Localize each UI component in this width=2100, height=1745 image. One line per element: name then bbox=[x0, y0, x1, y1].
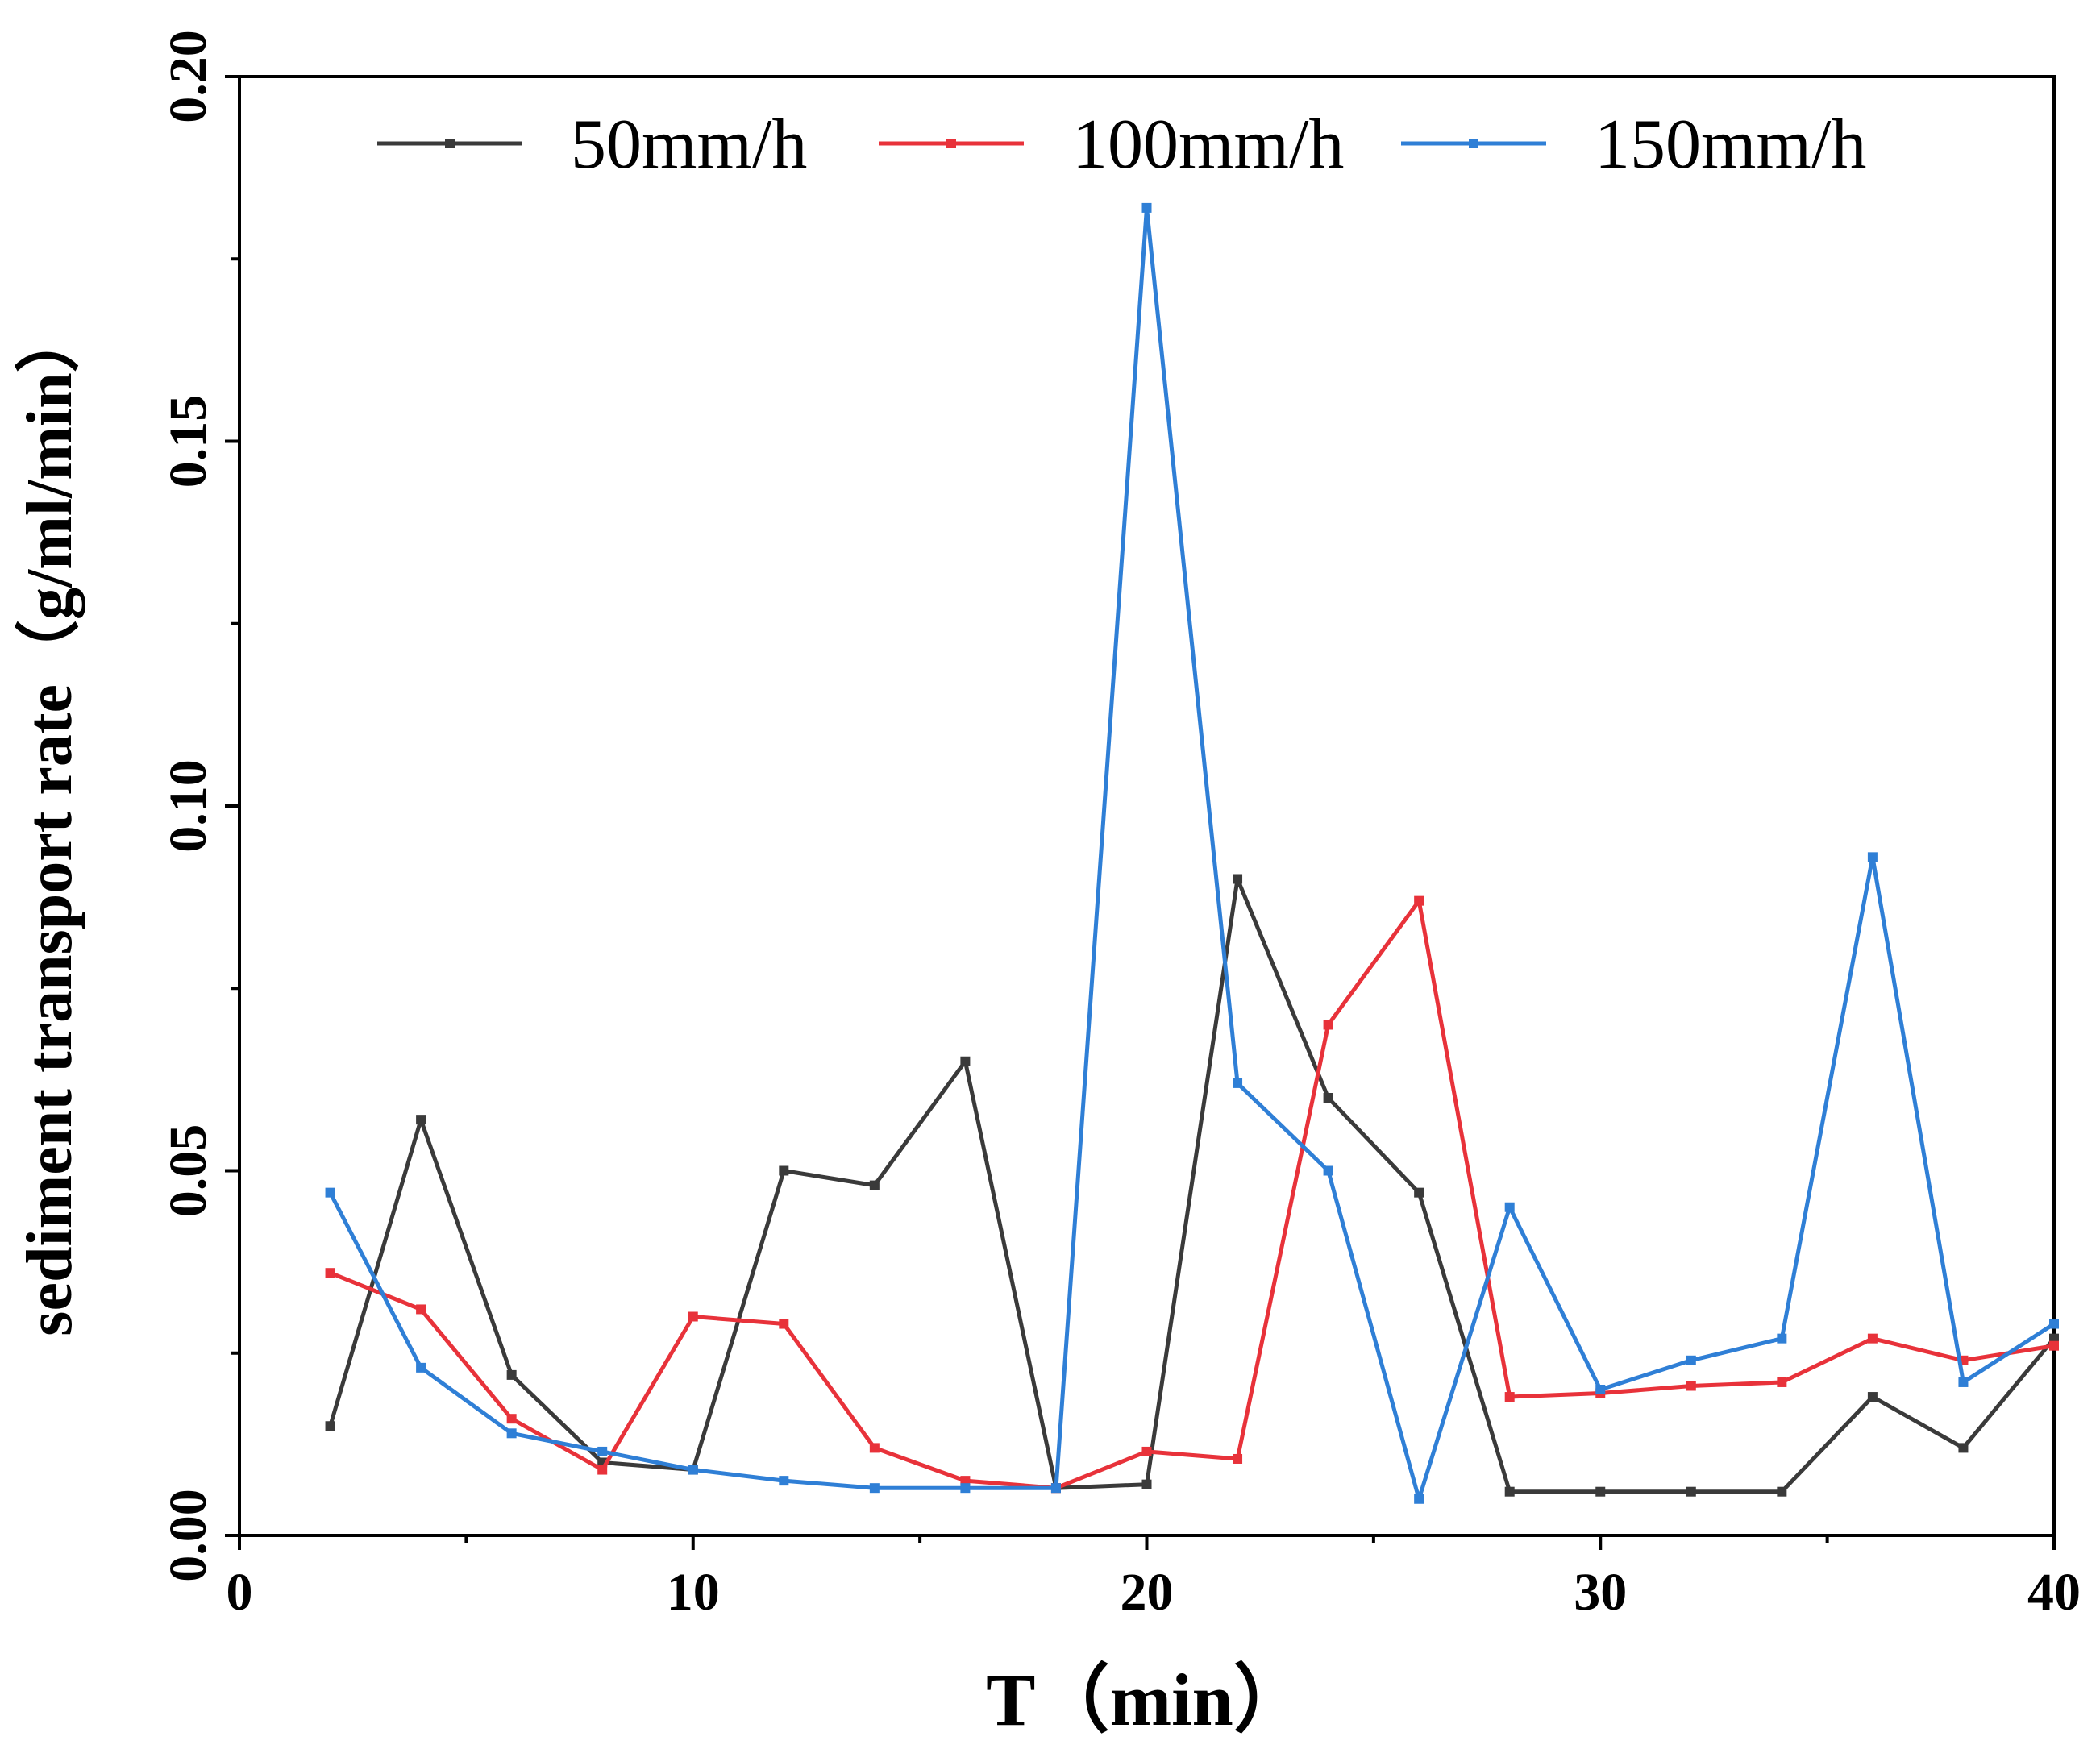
data-point bbox=[1141, 1479, 1152, 1489]
legend-label-2: 150mm/h bbox=[1595, 106, 1866, 184]
data-point bbox=[869, 1483, 880, 1494]
data-point bbox=[325, 1421, 335, 1431]
data-point bbox=[1777, 1377, 1787, 1387]
x-axis-title: T（min） bbox=[986, 1659, 1308, 1741]
x-tick-label: 40 bbox=[2027, 1563, 2081, 1622]
data-point bbox=[1141, 1446, 1152, 1456]
x-tick-label: 20 bbox=[1121, 1563, 1174, 1622]
data-point bbox=[1233, 1078, 1243, 1088]
data-point bbox=[1323, 1165, 1333, 1176]
data-point bbox=[1414, 1494, 1424, 1504]
legend: 50mm/h 100mm/h 150mm/h bbox=[377, 106, 1866, 184]
data-point bbox=[2049, 1333, 2059, 1344]
data-point bbox=[1777, 1486, 1787, 1497]
data-point bbox=[960, 1476, 971, 1486]
x-tick-label: 0 bbox=[227, 1563, 253, 1622]
y-tick-label: 0.00 bbox=[159, 1489, 218, 1582]
data-point bbox=[325, 1187, 335, 1198]
data-point bbox=[2049, 1340, 2059, 1351]
data-point bbox=[960, 1056, 971, 1066]
y-axis-title: sediment transport rate（g/ml/min） bbox=[15, 308, 85, 1336]
data-point bbox=[506, 1369, 517, 1380]
legend-label-0: 50mm/h bbox=[571, 106, 807, 184]
data-point bbox=[1686, 1381, 1696, 1391]
data-point bbox=[1504, 1392, 1515, 1402]
data-point bbox=[1686, 1486, 1696, 1497]
axis-titles: T（min） sediment transport rate（g/ml/min） bbox=[15, 308, 1308, 1741]
legend-label-1: 100mm/h bbox=[1072, 106, 1344, 184]
data-point bbox=[597, 1446, 608, 1456]
legend-marker-2 bbox=[1469, 139, 1478, 148]
data-point bbox=[1595, 1486, 1606, 1497]
data-point bbox=[1504, 1202, 1515, 1212]
data-point bbox=[1958, 1377, 1969, 1387]
data-point bbox=[779, 1319, 789, 1329]
data-point bbox=[597, 1465, 608, 1475]
y-tick-label: 0.20 bbox=[159, 30, 218, 123]
data-point bbox=[688, 1311, 698, 1322]
data-point bbox=[1414, 1187, 1424, 1198]
data-point bbox=[2049, 1319, 2059, 1329]
data-point bbox=[1867, 852, 1878, 862]
data-point bbox=[688, 1465, 698, 1475]
legend-marker-1 bbox=[946, 139, 956, 148]
data-point bbox=[1323, 1020, 1333, 1030]
data-point bbox=[1050, 1483, 1061, 1494]
series-line-1 bbox=[328, 899, 2056, 1490]
data-point bbox=[1867, 1392, 1878, 1402]
data-point bbox=[779, 1165, 789, 1176]
data-point bbox=[1777, 1333, 1787, 1344]
y-tick-label: 0.15 bbox=[159, 395, 218, 488]
data-point bbox=[416, 1304, 426, 1315]
data-point bbox=[416, 1115, 426, 1125]
data-series bbox=[325, 202, 2059, 1504]
data-point bbox=[869, 1443, 880, 1453]
data-point bbox=[1867, 1333, 1878, 1344]
data-point bbox=[1233, 874, 1243, 884]
data-point bbox=[1323, 1093, 1333, 1103]
data-point bbox=[416, 1362, 426, 1373]
data-point bbox=[779, 1476, 789, 1486]
data-point bbox=[1686, 1355, 1696, 1365]
series-line-0 bbox=[328, 877, 2056, 1494]
data-point bbox=[960, 1483, 971, 1494]
axis-ticks: 0 10 20 30 40 0.00 0.05 0.10 0.15 0.20 bbox=[159, 30, 2081, 1622]
data-point bbox=[1233, 1453, 1243, 1464]
data-point bbox=[506, 1428, 517, 1439]
data-point bbox=[325, 1268, 335, 1278]
data-point bbox=[1595, 1385, 1606, 1394]
y-tick-label: 0.10 bbox=[159, 759, 218, 853]
data-point bbox=[1414, 895, 1424, 906]
x-tick-label: 30 bbox=[1574, 1563, 1627, 1622]
data-point bbox=[506, 1414, 517, 1424]
data-point bbox=[1141, 202, 1152, 213]
series-line-2 bbox=[328, 206, 2056, 1502]
y-tick-label: 0.05 bbox=[159, 1124, 218, 1218]
legend-marker-0 bbox=[445, 139, 455, 148]
data-point bbox=[1504, 1486, 1515, 1497]
data-point bbox=[1958, 1443, 1969, 1453]
x-tick-label: 10 bbox=[667, 1563, 720, 1622]
data-point bbox=[869, 1180, 880, 1190]
